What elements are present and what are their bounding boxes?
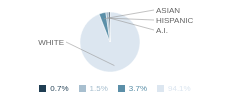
svg-text:HISPANIC: HISPANIC bbox=[156, 16, 193, 25]
html-text:0.7%: 0.7% bbox=[50, 84, 69, 93]
html-text:3.7%: 3.7% bbox=[128, 84, 147, 93]
html-text:94.1%: 94.1% bbox=[168, 84, 191, 93]
svg-text:ASIAN: ASIAN bbox=[156, 6, 180, 15]
svg-text:A.I.: A.I. bbox=[156, 26, 168, 35]
html-text:1.5%: 1.5% bbox=[89, 84, 108, 93]
svg-text:WHITE: WHITE bbox=[38, 38, 64, 47]
